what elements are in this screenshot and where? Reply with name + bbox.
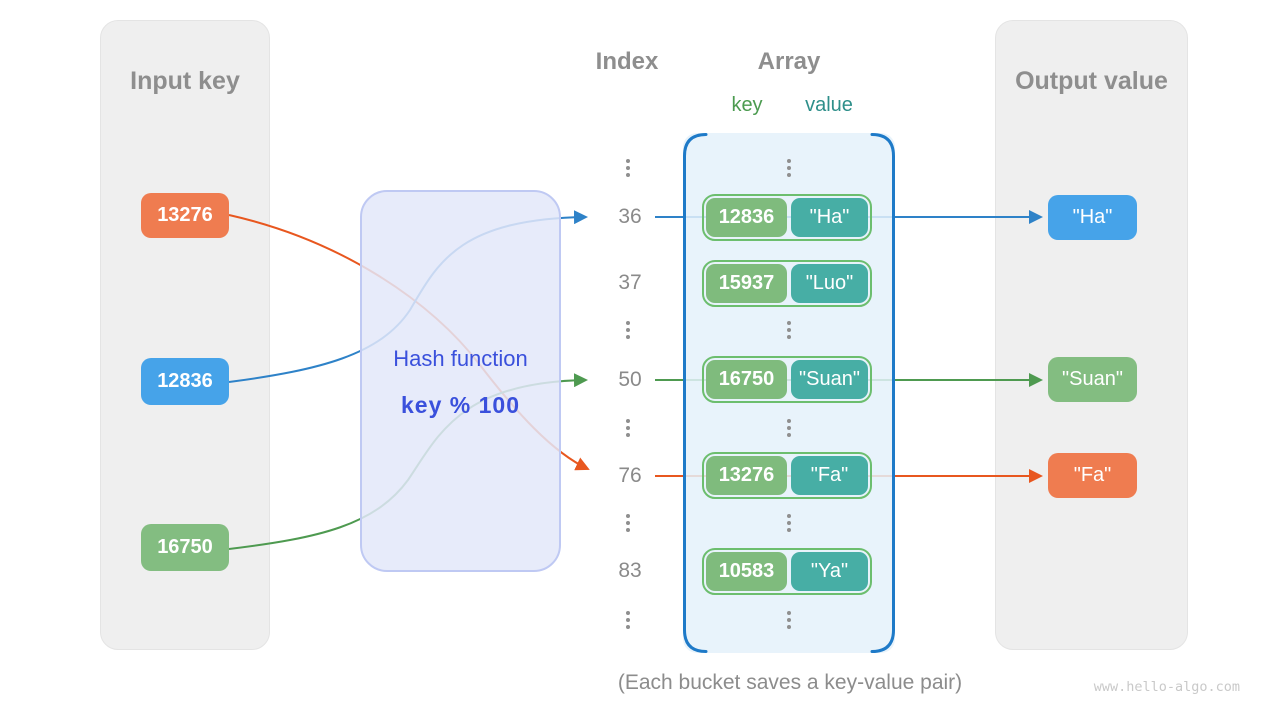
index-row-83: 83	[618, 559, 642, 582]
key-column-label: key	[731, 94, 763, 116]
array-right-bracket	[870, 133, 895, 653]
bucket-key: 12836	[706, 198, 787, 237]
bucket-key: 13276	[706, 456, 787, 495]
bucket-row: 15937 "Luo"	[702, 260, 872, 307]
bucket-key: 10583	[706, 552, 787, 591]
ellipsis-dots	[787, 419, 791, 437]
array-column-title: Array	[757, 48, 821, 75]
watermark: www.hello-algo.com	[1093, 679, 1240, 695]
index-row-37: 37	[618, 271, 642, 294]
ellipsis-dots	[626, 159, 630, 177]
ellipsis-dots	[787, 321, 791, 339]
bucket-value: "Luo"	[791, 264, 868, 303]
caption: (Each bucket saves a key-value pair)	[617, 671, 963, 694]
hash-function-box	[360, 190, 561, 572]
value-column-label: value	[805, 94, 853, 116]
ellipsis-dots	[626, 419, 630, 437]
hash-function-label: Hash function	[393, 346, 528, 371]
bucket-key: 16750	[706, 360, 787, 399]
ellipsis-dots	[787, 514, 791, 532]
ellipsis-dots	[626, 321, 630, 339]
ellipsis-dots	[626, 514, 630, 532]
bucket-value: "Ha"	[791, 198, 868, 237]
ellipsis-dots	[787, 611, 791, 629]
output-value-chip: "Ha"	[1048, 195, 1137, 240]
input-key-chip: 16750	[141, 524, 229, 571]
output-value-panel: Output value	[995, 20, 1188, 650]
bucket-row: 16750 "Suan"	[702, 356, 872, 403]
index-row-36: 36	[618, 205, 642, 228]
bucket-row: 10583 "Ya"	[702, 548, 872, 595]
ellipsis-dots	[626, 611, 630, 629]
index-row-50: 50	[618, 368, 642, 391]
index-row-76: 76	[618, 464, 642, 487]
bucket-row: 12836 "Ha"	[702, 194, 872, 241]
output-panel-title: Output value	[1015, 67, 1168, 95]
bucket-row: 13276 "Fa"	[702, 452, 872, 499]
bucket-value: "Suan"	[791, 360, 868, 399]
ellipsis-dots	[787, 159, 791, 177]
input-key-chip: 12836	[141, 358, 229, 405]
bucket-value: "Ya"	[791, 552, 868, 591]
input-key-chip: 13276	[141, 193, 229, 238]
output-value-chip: "Suan"	[1048, 357, 1137, 402]
bucket-value: "Fa"	[791, 456, 868, 495]
input-panel-title: Input key	[130, 67, 240, 95]
index-column-title: Index	[595, 48, 659, 75]
output-value-chip: "Fa"	[1048, 453, 1137, 498]
wire-orange-curve	[228, 214, 590, 471]
hash-formula-label: key % 100	[401, 392, 520, 418]
bucket-key: 15937	[706, 264, 787, 303]
